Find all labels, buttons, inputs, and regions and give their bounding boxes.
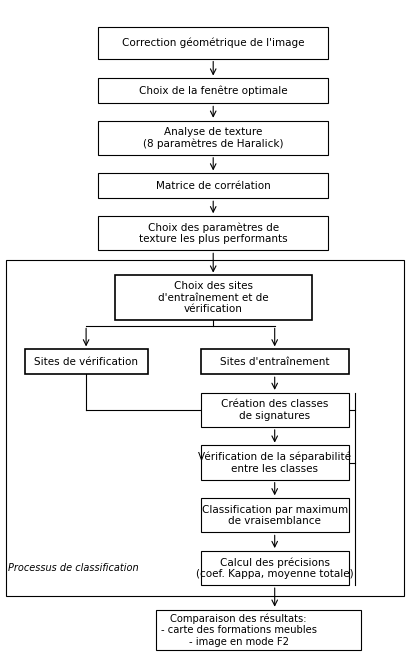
FancyBboxPatch shape: [98, 78, 327, 103]
FancyBboxPatch shape: [200, 498, 348, 532]
Text: Choix des sites
d'entraînement et de
vérification: Choix des sites d'entraînement et de vér…: [157, 281, 268, 314]
FancyBboxPatch shape: [200, 551, 348, 585]
Text: Vérification de la séparabilité
entre les classes: Vérification de la séparabilité entre le…: [198, 451, 351, 474]
FancyBboxPatch shape: [98, 173, 327, 198]
Text: Calcul des précisions
(coef. Kappa, moyenne totale): Calcul des précisions (coef. Kappa, moye…: [196, 557, 353, 579]
FancyBboxPatch shape: [155, 610, 360, 650]
Text: Correction géométrique de l'image: Correction géométrique de l'image: [121, 38, 304, 48]
FancyBboxPatch shape: [98, 216, 327, 250]
Text: Sites de vérification: Sites de vérification: [34, 357, 138, 367]
Bar: [6, 260, 403, 596]
FancyBboxPatch shape: [200, 393, 348, 427]
Text: Comparaison des résultats:
- carte des formations meubles
- image en mode F2: Comparaison des résultats: - carte des f…: [160, 613, 316, 647]
Text: Création des classes
de signatures: Création des classes de signatures: [220, 399, 328, 420]
FancyBboxPatch shape: [115, 275, 311, 320]
FancyBboxPatch shape: [98, 27, 327, 59]
Text: Matrice de corrélation: Matrice de corrélation: [155, 181, 270, 191]
FancyBboxPatch shape: [25, 349, 147, 374]
Text: Processus de classification: Processus de classification: [8, 563, 139, 573]
Text: Choix de la fenêtre optimale: Choix de la fenêtre optimale: [139, 86, 287, 96]
FancyBboxPatch shape: [200, 445, 348, 480]
Text: Analyse de texture
(8 paramètres de Haralick): Analyse de texture (8 paramètres de Hara…: [143, 127, 283, 149]
Text: Sites d'entraînement: Sites d'entraînement: [219, 357, 329, 367]
Text: Classification par maximum
de vraisemblance: Classification par maximum de vraisembla…: [201, 505, 347, 526]
Text: Choix des paramètres de
texture les plus performants: Choix des paramètres de texture les plus…: [139, 222, 287, 244]
FancyBboxPatch shape: [98, 121, 327, 155]
FancyBboxPatch shape: [200, 349, 348, 374]
